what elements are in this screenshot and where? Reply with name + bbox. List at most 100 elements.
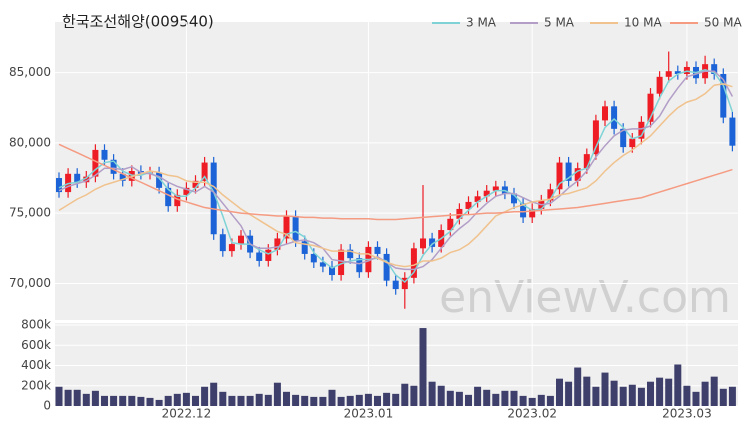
volume-bar bbox=[546, 395, 554, 406]
candle-body bbox=[228, 244, 235, 252]
volume-bar bbox=[710, 376, 718, 406]
chart-title: 한국조선해양(009540) bbox=[62, 13, 214, 31]
volume-bar bbox=[701, 381, 709, 406]
volume-bar bbox=[647, 381, 654, 406]
ma-line bbox=[58, 143, 733, 221]
candle-body bbox=[392, 280, 399, 290]
volume-bar bbox=[228, 395, 236, 406]
candle-body bbox=[219, 234, 226, 252]
y-tick-label: 600k bbox=[21, 338, 51, 352]
volume-bar bbox=[355, 394, 363, 406]
candle-body bbox=[319, 262, 326, 267]
volume-bar bbox=[255, 393, 263, 406]
volume-bar bbox=[492, 393, 500, 406]
y-tick-label: 70,000 bbox=[9, 276, 51, 290]
candle-body bbox=[83, 176, 90, 183]
candle-body bbox=[429, 238, 436, 247]
candle-body bbox=[574, 168, 581, 181]
candle-body bbox=[301, 241, 308, 254]
volume-bar bbox=[519, 395, 527, 406]
volume-bar bbox=[719, 388, 727, 406]
candle-body bbox=[156, 172, 163, 188]
candle-body bbox=[329, 266, 335, 276]
volume-bar bbox=[337, 396, 345, 406]
volume-bar bbox=[264, 394, 272, 406]
y-tick-label: 200k bbox=[21, 378, 51, 392]
candle-body bbox=[401, 277, 408, 290]
candle-body bbox=[92, 149, 99, 177]
watermark: enViewV.com bbox=[439, 272, 731, 323]
volume-bar bbox=[656, 377, 664, 406]
volume-bar bbox=[237, 395, 245, 406]
candle-body bbox=[529, 208, 536, 218]
candle-body bbox=[274, 238, 281, 250]
volume-bar bbox=[128, 395, 136, 406]
volume-bar bbox=[483, 389, 491, 406]
candle-body bbox=[447, 218, 454, 231]
volume-bar bbox=[446, 390, 454, 406]
candle-body bbox=[310, 253, 317, 263]
volume-bar bbox=[64, 389, 72, 406]
candle-body bbox=[483, 190, 490, 197]
y-tick-label: 85,000 bbox=[9, 65, 51, 79]
x-tick-label: 2023.02 bbox=[507, 407, 557, 421]
candle-body bbox=[511, 193, 517, 204]
volume-bar bbox=[364, 393, 372, 406]
volume-bar bbox=[537, 394, 545, 406]
candle-body bbox=[292, 215, 299, 242]
volume-bar bbox=[210, 382, 218, 406]
candle-body bbox=[74, 173, 81, 183]
volume-bar bbox=[319, 396, 327, 406]
volume-bar bbox=[55, 386, 63, 406]
volume-bar bbox=[665, 378, 673, 406]
volume-bar bbox=[592, 386, 600, 406]
volume-bar bbox=[583, 376, 591, 406]
volume-bar bbox=[192, 395, 199, 406]
volume-bar bbox=[674, 364, 682, 406]
volume-bar bbox=[173, 393, 181, 406]
volume-bar bbox=[101, 395, 108, 406]
candle-body bbox=[665, 71, 672, 77]
volume-bar bbox=[510, 390, 518, 406]
candle-body bbox=[410, 248, 417, 278]
candle-body bbox=[101, 149, 108, 160]
volume-bar bbox=[437, 385, 445, 406]
candle-body bbox=[638, 121, 645, 139]
volume-bar bbox=[455, 391, 463, 406]
candle-body bbox=[583, 154, 590, 169]
volume-bar bbox=[155, 399, 163, 406]
volume-bar bbox=[683, 385, 691, 406]
volume-bar bbox=[73, 389, 81, 406]
volume-bar bbox=[110, 395, 118, 406]
candle-body bbox=[611, 106, 618, 129]
candle-body bbox=[56, 178, 62, 193]
candle-body bbox=[474, 196, 481, 202]
candle-body bbox=[620, 128, 627, 148]
volume-bar bbox=[374, 395, 381, 406]
candle-body bbox=[592, 120, 599, 155]
candle-body bbox=[347, 249, 354, 259]
candle-body bbox=[201, 162, 208, 181]
price-plot-bg bbox=[55, 22, 738, 320]
candle-body bbox=[192, 180, 199, 188]
volume-bar bbox=[310, 396, 318, 406]
ma-line bbox=[58, 83, 733, 268]
volume-bar bbox=[328, 389, 336, 406]
candle-body bbox=[565, 162, 572, 181]
candle-body bbox=[520, 203, 527, 218]
ma-line bbox=[58, 69, 734, 284]
volume-bar bbox=[428, 381, 436, 406]
volume-bar bbox=[273, 382, 281, 406]
ma-line bbox=[58, 70, 734, 271]
volume-bar bbox=[574, 367, 582, 406]
volume-bar bbox=[637, 387, 645, 406]
legend-label: 10 MA bbox=[624, 16, 662, 30]
candle-body bbox=[356, 258, 363, 273]
volume-bar bbox=[82, 393, 90, 406]
x-tick-label: 2022.12 bbox=[162, 407, 212, 421]
candle-body bbox=[729, 117, 736, 146]
volume-bar bbox=[146, 397, 154, 406]
candle-body bbox=[420, 238, 426, 249]
candle-body bbox=[256, 252, 263, 261]
